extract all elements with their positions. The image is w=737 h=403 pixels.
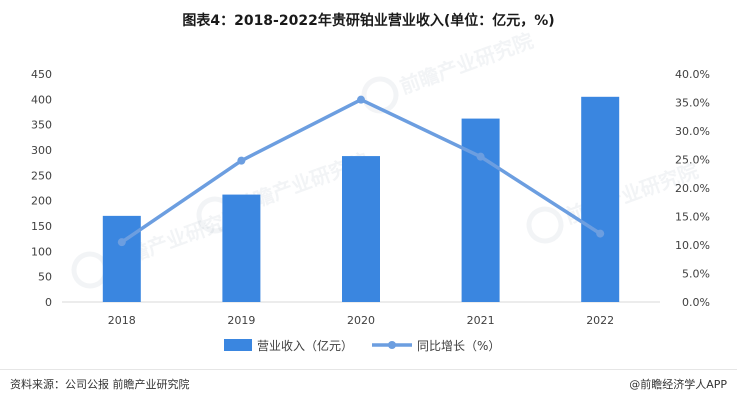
right-axis: 0.0% 5.0% 10.0% 15.0% 20.0% 25.0% 30.0% 35.0% 40… <box>675 68 710 309</box>
line-series <box>117 95 605 247</box>
left-tick-label: 350 <box>31 119 52 132</box>
right-tick-label: 35.0% <box>675 97 710 110</box>
x-tick-label: 2018 <box>108 314 136 327</box>
bar <box>581 96 620 302</box>
legend-swatch-bar <box>224 339 252 351</box>
x-axis: 2018 2019 2020 2021 2022 <box>62 301 660 327</box>
left-tick-label: 150 <box>31 220 52 233</box>
left-tick-label: 400 <box>31 93 52 106</box>
line-point <box>237 156 246 165</box>
source-note: 资料来源：公司公报 前瞻产业研究院 <box>10 378 190 391</box>
right-tick-label: 30.0% <box>675 125 710 138</box>
left-tick-label: 200 <box>31 195 52 208</box>
left-tick-label: 100 <box>31 245 52 258</box>
credit-note: @前瞻经济学人APP <box>629 378 727 391</box>
right-tick-label: 25.0% <box>675 154 710 167</box>
left-axis: 0 50 100 150 200 250 300 350 400 450 <box>31 68 52 309</box>
watermark: 前瞻产业研究院 <box>361 28 537 114</box>
right-tick-label: 15.0% <box>675 211 710 224</box>
left-tick-label: 50 <box>38 271 52 284</box>
bar <box>461 118 500 302</box>
bar <box>222 194 261 302</box>
left-tick-label: 0 <box>45 296 52 309</box>
left-tick-label: 250 <box>31 169 52 182</box>
bar-series <box>102 96 620 302</box>
left-tick-label: 450 <box>31 68 52 81</box>
line-point <box>596 229 605 238</box>
x-tick-label: 2020 <box>347 314 375 327</box>
right-tick-label: 40.0% <box>675 68 710 81</box>
line-point <box>476 152 485 161</box>
right-tick-label: 10.0% <box>675 239 710 252</box>
line-point <box>357 95 365 104</box>
footer-divider <box>0 369 737 370</box>
bar <box>102 215 141 302</box>
x-tick-label: 2019 <box>227 314 255 327</box>
x-tick-label: 2021 <box>467 314 495 327</box>
bar <box>342 156 380 302</box>
left-tick-label: 300 <box>31 144 52 157</box>
legend-label-revenue: 营业收入（亿元） <box>257 338 353 353</box>
line-point <box>117 238 126 247</box>
right-tick-label: 20.0% <box>675 182 710 195</box>
x-tick-label: 2022 <box>586 314 614 327</box>
right-tick-label: 0.0% <box>682 296 710 309</box>
chart-title: 图表4：2018-2022年贵研铂业营业收入(单位：亿元，%) <box>182 13 555 29</box>
watermark: 前瞻产业研究院 <box>71 203 246 289</box>
svg-text:前瞻产业研究院: 前瞻产业研究院 <box>397 28 537 98</box>
legend: 营业收入（亿元） 同比增长（%） <box>224 338 500 353</box>
legend-label-growth: 同比增长（%） <box>417 339 500 353</box>
right-tick-label: 5.0% <box>682 268 710 281</box>
legend-swatch-marker <box>388 341 396 349</box>
